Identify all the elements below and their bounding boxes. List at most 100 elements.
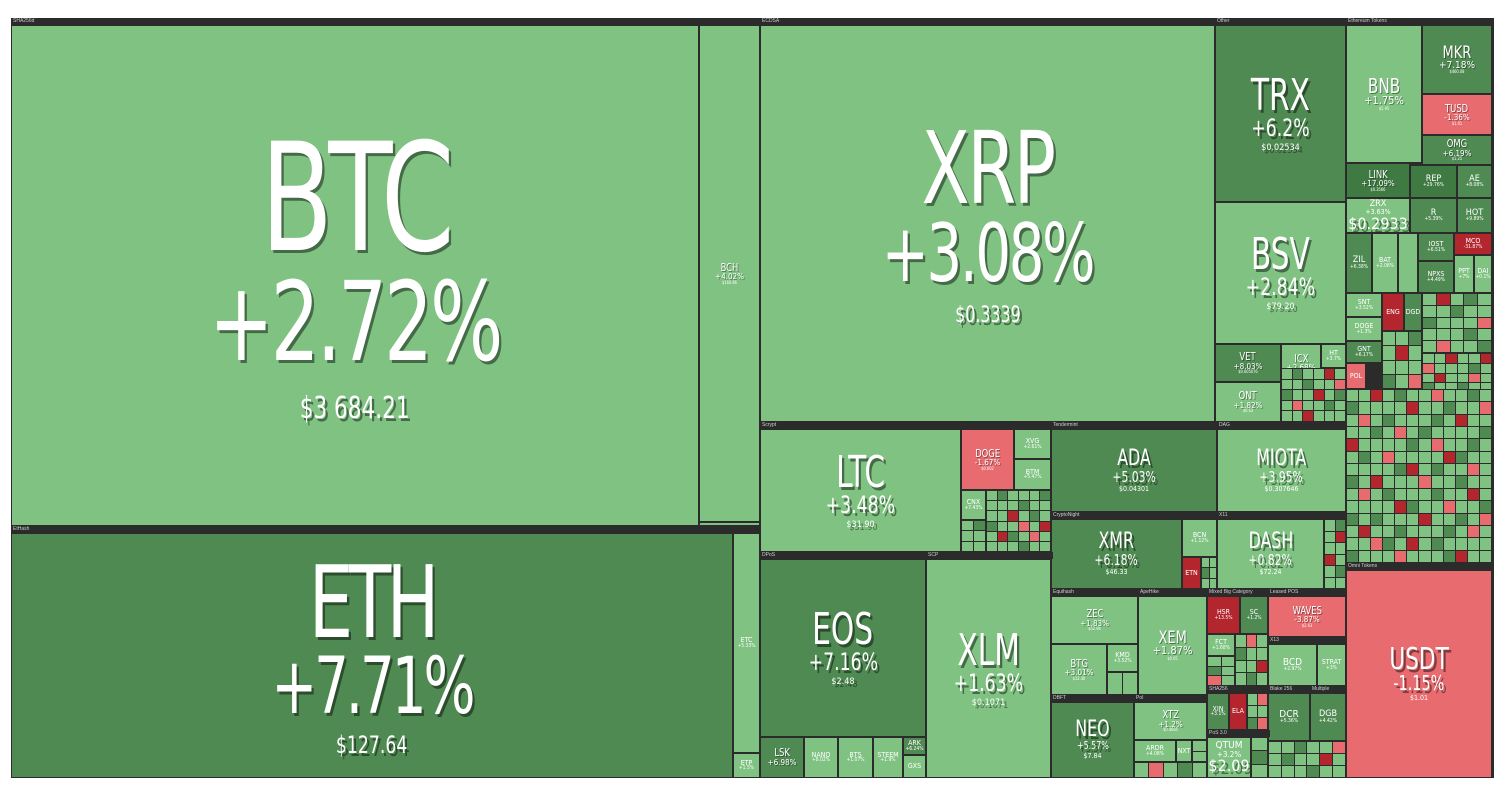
tile-xmr[interactable]: XMR +6.18% $46.33 bbox=[1051, 519, 1182, 589]
tile-btc[interactable]: BTC +2.72% $3 684.21 bbox=[11, 25, 699, 526]
tile-neo[interactable]: NEO +5.57% $7.84 bbox=[1051, 702, 1134, 778]
tile-usdt[interactable]: USDT -1.15% $1.01 bbox=[1346, 570, 1492, 778]
tile-small-eth[interactable] bbox=[1398, 233, 1418, 293]
tile-ht[interactable]: HT +3.7% bbox=[1321, 344, 1346, 368]
tile-xin[interactable]: XIN +3.1% bbox=[1207, 693, 1229, 730]
tile-sc-symbol: SC bbox=[1249, 608, 1259, 617]
tile-doge[interactable]: DOGE -1.67% $0.002 bbox=[961, 429, 1014, 490]
tile-bat[interactable]: BAT +2.08% bbox=[1372, 233, 1398, 293]
tile-nxt[interactable]: NXT bbox=[1176, 740, 1192, 762]
tile-npxs[interactable]: NPXS +4.49% bbox=[1418, 261, 1454, 293]
tile-link[interactable]: LINK +17.09% $0.3566 bbox=[1346, 163, 1410, 198]
tile-strat[interactable]: STRAT +3% bbox=[1317, 644, 1346, 686]
tile-hot[interactable]: HOT +9.89% bbox=[1457, 198, 1492, 233]
tile-xtz[interactable]: XTZ +1.2% $0.4685 bbox=[1134, 702, 1207, 740]
tile-pol[interactable]: POL bbox=[1346, 363, 1366, 389]
tile-ont[interactable]: ONT +1.82% $0.63 bbox=[1215, 382, 1281, 422]
tile-tusd[interactable]: TUSD -1.36% $1.01 bbox=[1422, 94, 1492, 135]
tile-ark[interactable]: ARK +6.24% bbox=[903, 737, 926, 755]
tile-steem[interactable]: STEEM +1.9% bbox=[873, 737, 903, 778]
tile-gxs-symbol: GXS bbox=[907, 762, 922, 771]
tile-zrx[interactable]: ZRX +3.63% $0.2933 bbox=[1346, 198, 1410, 233]
tile-qtum[interactable]: QTUM +3.2% $2.09 bbox=[1207, 737, 1251, 778]
tile-ppt[interactable]: PPT +7% bbox=[1454, 255, 1474, 293]
tile-bch[interactable]: BCH +4.02% $160.86 bbox=[699, 25, 760, 522]
tile-doge-eth[interactable]: DOGE +1.3% bbox=[1346, 317, 1382, 341]
tile-link-price: $0.3566 bbox=[1370, 186, 1386, 192]
tile-mco-symbol: MCO bbox=[1465, 237, 1481, 246]
tile-ltc[interactable]: LTC +3.48% $31.90 bbox=[760, 429, 961, 552]
tile-mkr[interactable]: MKR +7.18% $460.08 bbox=[1422, 25, 1492, 94]
tile-rep[interactable]: REP +29.76% bbox=[1410, 165, 1457, 198]
tile-ela[interactable]: ELA bbox=[1229, 693, 1247, 730]
tile-btg-price: $12.30 bbox=[1072, 675, 1086, 681]
tile-xrp[interactable]: XRP +3.08% $0.3339 bbox=[760, 25, 1215, 422]
tile-dgb[interactable]: DGB +4.42% bbox=[1310, 693, 1346, 741]
group-label-sha256d: SHA256d bbox=[11, 18, 762, 25]
tile-ardr[interactable]: ARDR +4.08% bbox=[1134, 740, 1176, 762]
tile-dai[interactable]: DAI +0.1% bbox=[1474, 255, 1492, 293]
group-label-cryptonight: CryptoNight bbox=[1051, 512, 1219, 519]
tile-lsk[interactable]: LSK +6.98% bbox=[760, 737, 804, 778]
tile-xvg-change: +2.61% bbox=[1023, 443, 1042, 450]
tile-btg[interactable]: BTG +3.01% $12.30 bbox=[1051, 644, 1107, 695]
tile-ela-symbol: ELA bbox=[1232, 707, 1244, 716]
tile-ltc-price: $31.90 bbox=[846, 519, 875, 530]
tile-bcn[interactable]: BCN +1.12% bbox=[1182, 519, 1217, 557]
tile-doge-eth-symbol: DOGE bbox=[1354, 322, 1374, 331]
tile-dash-change: +0.82% bbox=[1248, 551, 1293, 569]
tile-vet-symbol: VET bbox=[1239, 350, 1257, 364]
tile-vet[interactable]: VET +8.03% $0.005076 bbox=[1215, 344, 1281, 382]
tile-xrp-price: $0.3339 bbox=[954, 302, 1021, 328]
tile-tusd-symbol: TUSD bbox=[1445, 101, 1469, 115]
scrypt-small-tiles bbox=[986, 490, 1051, 552]
tile-kmd[interactable]: KMD +3.52% bbox=[1107, 644, 1138, 672]
tile-vet-price: $0.005076 bbox=[1238, 369, 1258, 375]
tile-waves[interactable]: WAVES -3.87% $2.63 bbox=[1268, 596, 1346, 637]
tile-trx-change: +6.2% bbox=[1251, 113, 1310, 142]
tile-xlm[interactable]: XLM +1.63% $0.1071 bbox=[926, 559, 1051, 778]
tile-hsr[interactable]: HSR +13.5% bbox=[1207, 596, 1240, 634]
tile-dash[interactable]: DASH +0.82% $72.24 bbox=[1217, 519, 1324, 589]
tile-xem[interactable]: XEM +1.87% $0.05 bbox=[1138, 596, 1207, 695]
tile-dcr[interactable]: DCR +5.36% bbox=[1268, 693, 1310, 741]
tile-eth[interactable]: ETH +7.71% $127.64 bbox=[11, 533, 733, 778]
tile-trx[interactable]: TRX +6.2% $0.02534 bbox=[1215, 25, 1346, 202]
tile-eng[interactable]: ENG bbox=[1382, 293, 1404, 331]
tile-nano[interactable]: NANO +8.02% bbox=[804, 737, 838, 778]
tile-nxt-symbol: NXT bbox=[1177, 746, 1191, 755]
tile-miota[interactable]: MIOTA +3.95% $0.307646 bbox=[1217, 429, 1346, 512]
tile-small[interactable] bbox=[699, 522, 760, 526]
tile-ae[interactable]: AE +8.08% bbox=[1457, 165, 1492, 198]
tile-eos[interactable]: EOS +7.16% $2.48 bbox=[760, 559, 926, 737]
tile-omg[interactable]: OMG +6.19% $1.25 bbox=[1422, 135, 1492, 165]
tile-etn[interactable]: ETN bbox=[1182, 557, 1201, 589]
tile-zil[interactable]: ZIL +6.38% bbox=[1346, 233, 1372, 293]
tile-bnb[interactable]: BNB +1.75% $5.95 bbox=[1346, 25, 1422, 163]
tile-xrp-symbol: XRP bbox=[921, 109, 1055, 227]
tile-etp[interactable]: ETP +1.5% bbox=[733, 753, 760, 778]
tile-gnt[interactable]: GNT +6.17% bbox=[1346, 341, 1382, 363]
tile-dgd[interactable]: DGD bbox=[1404, 293, 1422, 331]
tile-r[interactable]: R +5.39% bbox=[1410, 198, 1457, 233]
tile-btm[interactable]: BTM +5.47% bbox=[1014, 459, 1051, 490]
tile-cnx[interactable]: CNX +7.43% bbox=[961, 490, 986, 520]
tile-ada[interactable]: ADA +5.03% $0.04301 bbox=[1051, 429, 1217, 512]
tile-bts[interactable]: BTS +1.07% bbox=[838, 737, 873, 778]
tile-snt[interactable]: SNT +3.52% bbox=[1346, 293, 1382, 317]
tile-gxs[interactable]: GXS bbox=[903, 755, 926, 778]
tile-bcd-symbol: BCD bbox=[1282, 656, 1303, 668]
tile-mco[interactable]: MCO -31.87% bbox=[1454, 233, 1492, 255]
tile-fct[interactable]: FCT +1.68% bbox=[1207, 634, 1235, 656]
tile-bcd[interactable]: BCD +2.97% bbox=[1268, 644, 1317, 686]
tile-xtz-change: +1.2% bbox=[1158, 719, 1183, 729]
tile-zec[interactable]: ZEC +1.83% $52.94 bbox=[1051, 596, 1138, 644]
tile-bsv[interactable]: BSV +2.84% $79.20 bbox=[1215, 202, 1346, 344]
tile-ltc-change: +3.48% bbox=[825, 490, 896, 519]
tile-sc[interactable]: SC +1.2% bbox=[1240, 596, 1268, 634]
tile-zec-symbol: ZEC bbox=[1086, 607, 1103, 621]
tile-iost[interactable]: IOST +6.51% bbox=[1418, 233, 1454, 261]
tile-etc[interactable]: ETC +5.33% bbox=[733, 533, 760, 753]
tile-xvg[interactable]: XVG +2.61% bbox=[1014, 429, 1051, 459]
eth-tokens-grid-1 bbox=[1422, 293, 1492, 353]
